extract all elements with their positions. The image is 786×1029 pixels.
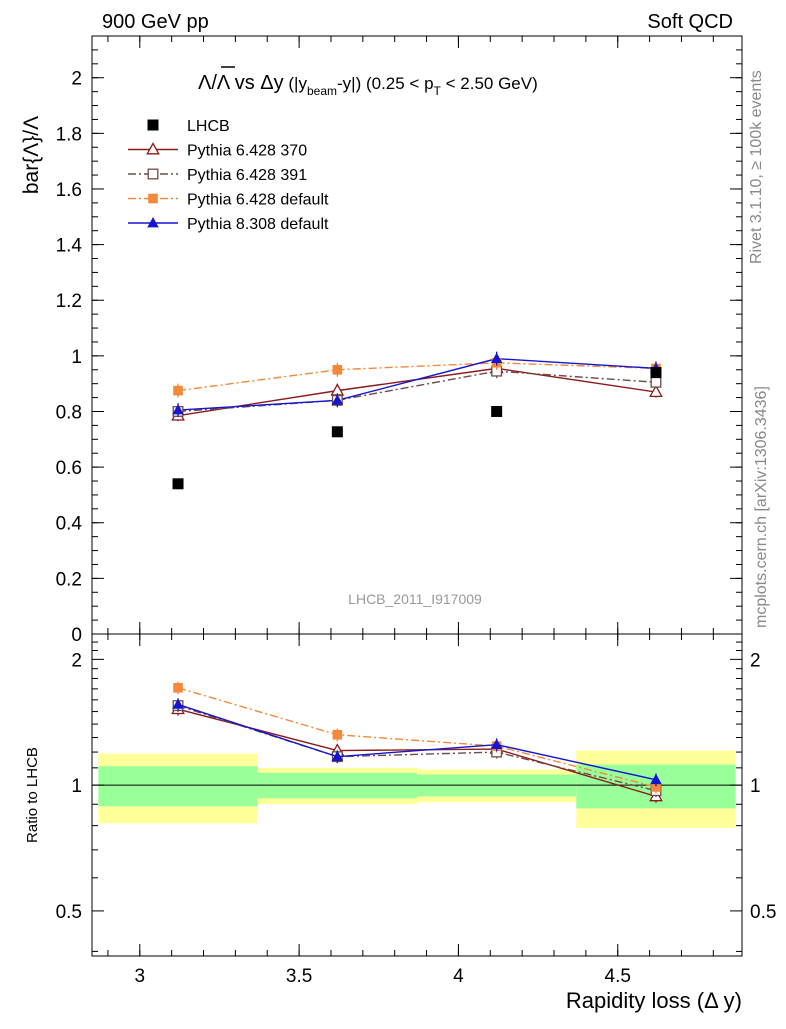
y-tick-label: 0.6	[56, 458, 82, 479]
title-delta: Δy	[260, 72, 283, 94]
ratio-tick-label: 1	[71, 776, 82, 797]
x-tick-label: 3	[135, 966, 146, 987]
x-axis-title: Rapidity loss (Δ y)	[566, 988, 742, 1013]
ratio-point-3	[172, 698, 184, 709]
legend-marker-lhcb	[147, 119, 159, 131]
title-tail: < 2.50 GeV)	[441, 74, 538, 93]
y-tick-label: 1.4	[56, 236, 83, 257]
series-point-3	[331, 394, 344, 405]
legend: LHCB Pythia 6.428 370 Pythia 6.428 391 Pyth…	[128, 118, 329, 233]
ratio-tick-label-right: 2	[750, 650, 761, 671]
y-axis-title: bar{Λ}/Λ	[20, 116, 43, 194]
title-T-sub: T	[434, 84, 442, 98]
series-point-0	[649, 384, 663, 397]
lhcb-data-point	[172, 478, 184, 490]
legend-label-lhcb: LHCB	[187, 118, 230, 135]
legend-marker-3	[147, 217, 159, 228]
ratio-point-3	[650, 773, 662, 785]
lhcb-data-point	[491, 405, 503, 417]
main-series-lines	[177, 357, 657, 417]
series-line-2	[177, 362, 656, 392]
title-beam-sub: beam	[307, 84, 337, 98]
series-point-3	[490, 352, 503, 363]
series-point-2	[332, 364, 343, 375]
y-tick-label: 0.8	[56, 402, 82, 423]
chart-title: Λ/Λ vs Δy (|ybeam-y|) (0.25 < pT < 2.50 …	[198, 72, 538, 98]
ratio-frame	[91, 633, 743, 957]
x-tick-label: 4.5	[605, 966, 631, 987]
series-point-2	[173, 385, 183, 396]
ratio-point-3	[490, 738, 503, 749]
ratio-tick-label: 2	[71, 650, 82, 671]
series-point-3	[172, 404, 184, 415]
legend-marker-2	[148, 193, 158, 204]
y-tick-label: 1.8	[56, 124, 82, 145]
ratio-point-2	[173, 682, 183, 693]
side-label-mcplots: mcplots.cern.ch [arXiv:1306.3436]	[753, 386, 770, 628]
ratio-band-inner-0	[98, 766, 258, 807]
ratio-tick-label-right: 1	[750, 776, 761, 797]
y-tick-label: 0	[71, 625, 82, 646]
ratio-point-2	[651, 782, 661, 792]
x-tick-label: 3.5	[286, 966, 312, 987]
ratio-line-2	[177, 687, 657, 788]
legend-label-0: Pythia 6.428 370	[187, 143, 307, 160]
header-left: 900 GeV pp	[102, 11, 209, 33]
legend-label-3: Pythia 8.308 default	[187, 216, 329, 233]
title-minus-y: -y|) (0.25 < p	[337, 74, 434, 93]
series-line-3	[177, 357, 657, 411]
title-open: (|y	[284, 74, 308, 93]
lhcb-data-point	[331, 426, 343, 438]
ratio-point-2	[332, 729, 343, 740]
y-tick-label: 2	[71, 69, 82, 90]
y-tick-label: 0.2	[56, 569, 82, 590]
ratio-axis-title: Ratio to LHCB	[24, 747, 41, 843]
series-line-1	[177, 370, 657, 413]
y-tick-label: 0.4	[56, 514, 83, 535]
legend-label-2: Pythia 6.428 default	[187, 192, 329, 209]
header-right: Soft QCD	[647, 11, 733, 33]
main-series-markers	[171, 351, 663, 490]
x-tick-label: 4	[453, 966, 464, 987]
y-tick-label: 1.2	[56, 291, 82, 312]
ratio-line-3	[177, 703, 657, 781]
y-tick-label: 1.6	[56, 180, 82, 201]
title-lambda-bar: Λ	[198, 72, 212, 94]
legend-marker-0	[146, 142, 160, 155]
axes: 0 0.2 0.4 0.6 0.8 1 1.2 1.4 1.6 1.8 2 3 3.5 4 4.5 0.5 0.…	[56, 36, 776, 987]
analysis-watermark: LHCB_2011_I917009	[348, 591, 482, 607]
series-point-1	[650, 376, 662, 388]
series-line-0	[177, 367, 657, 417]
ratio-tick-label: 0.5	[56, 902, 82, 923]
ratio-series-lines	[171, 681, 663, 803]
title-slash: /Λ vs	[211, 72, 260, 94]
y-tick-label: 1	[71, 347, 82, 368]
legend-marker-1	[147, 168, 159, 180]
ratio-tick-label-right: 0.5	[750, 902, 776, 923]
legend-label-1: Pythia 6.428 391	[187, 167, 307, 184]
ratio-uncertainty-bands	[92, 750, 742, 828]
ratio-point-3	[331, 750, 344, 761]
lhcb-data-point	[650, 367, 662, 379]
side-label-rivet: Rivet 3.1.10, ≥ 100k events	[748, 70, 765, 264]
